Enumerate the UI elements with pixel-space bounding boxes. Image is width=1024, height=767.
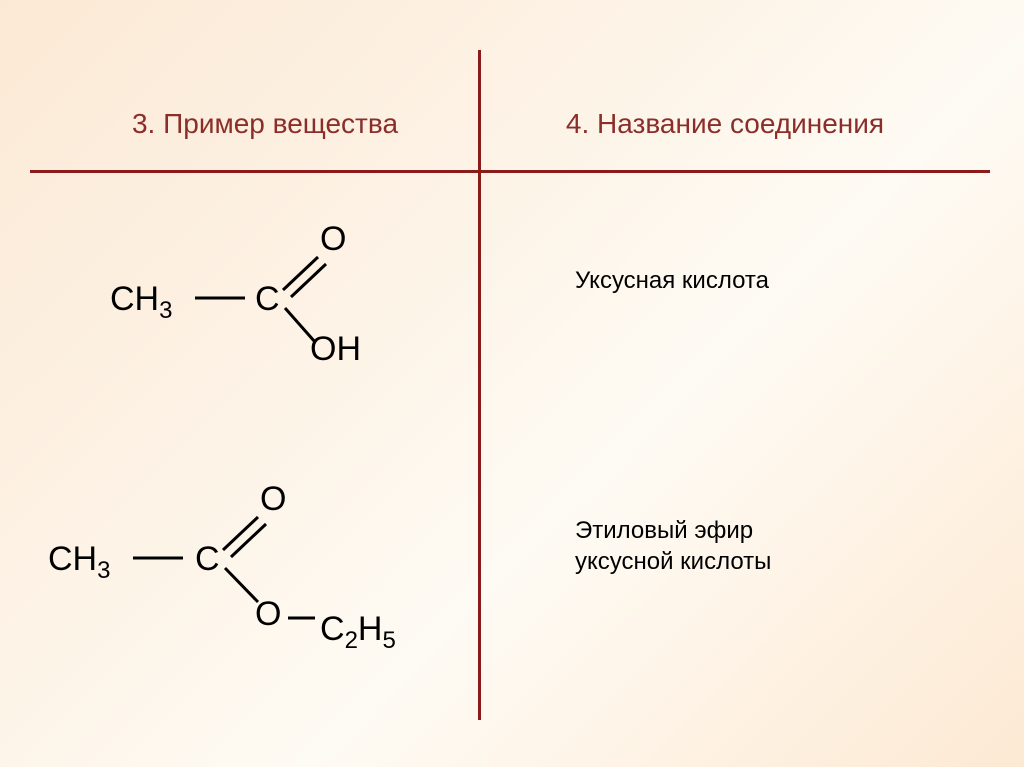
formula-2-ch3: CH3	[48, 540, 110, 585]
formula-2-o-top: O	[260, 480, 286, 519]
header-left: 3. Пример вещества	[70, 108, 460, 140]
formula-2-c2h5: C2H5	[320, 610, 396, 655]
formula-1-oh: OH	[310, 330, 361, 369]
formula-1-c: C	[255, 280, 280, 319]
compound-name-text: Уксусная кислота	[575, 267, 769, 294]
formula-1-ch3: CH3	[110, 280, 172, 325]
header-right: 4. Название соединения	[500, 108, 950, 140]
compound-2-name: Этиловый эфир уксусной кислоты	[575, 515, 771, 577]
formula-2-c: C	[195, 540, 220, 579]
slide-container: 3. Пример вещества 4. Название соединени…	[0, 0, 1024, 767]
horizontal-divider	[30, 170, 990, 173]
vertical-divider	[478, 50, 481, 720]
compound-1-name: Уксусная кислота	[575, 265, 769, 296]
compound-name-text-2: Этиловый эфир уксусной кислоты	[575, 517, 771, 575]
formula-2-o-bottom: O	[255, 595, 281, 634]
formula-1-o-top: O	[320, 220, 346, 259]
